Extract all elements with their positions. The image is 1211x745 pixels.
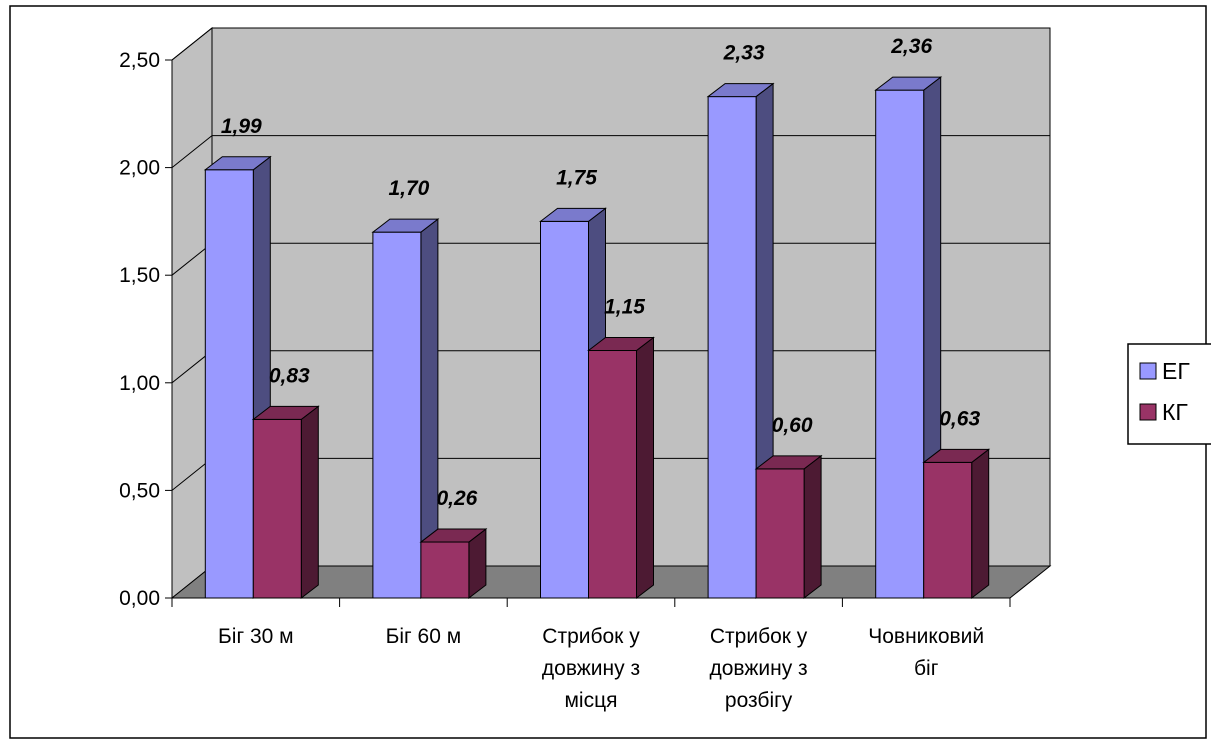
bar [540,220,589,599]
data-label: 1,99 [221,115,262,138]
bar [755,468,805,599]
legend-label: КГ [1162,399,1188,425]
bar-top [587,337,655,352]
axes: 0,00 0,50 1,00 1,50 2,00 2,50 Біг 30 м Біг 60 м… [119,49,1011,712]
legend-label: ЕГ [1162,358,1190,384]
x-tick-label-line: місця [564,689,617,712]
data-label: 1,15 [604,296,645,319]
bar [707,96,757,599]
y-tick-label: 0,00 [119,587,160,610]
x-tick-label: Біг 30 м [218,625,294,648]
bar [875,89,925,599]
x-tick-label-line: розбігу [725,689,793,712]
x-tick-label-line: Біг 30 м [218,625,294,648]
x-tick-label: Біг 60 м [386,625,462,648]
bar-top [251,405,320,420]
x-tick-label-line: довжину з [542,657,640,680]
bar [923,461,973,599]
y-tick-label: 1,00 [119,372,160,395]
x-tick-label: Стрибок у довжину з розбігу [709,625,807,712]
gridline [171,27,1050,61]
data-label: 0,63 [939,407,980,430]
data-label: 2,33 [723,42,765,65]
bars [203,76,991,600]
bar-top [922,448,991,463]
data-label: 0,26 [436,487,477,510]
x-tick-label-line: Човниковий [868,625,984,648]
bar-side [803,454,822,600]
data-label: 0,83 [269,364,310,387]
legend: ЕГ КГ [1127,343,1211,445]
bar [372,231,422,599]
x-tick-label-line: Стрибок у [542,625,640,648]
legend-swatch [1139,403,1157,421]
bar [252,418,302,599]
data-labels: 1,99 0,83 1,70 0,26 1,75 1,15 2,33 0,60 2,36 0,63 [221,35,981,510]
bar-side [971,448,990,600]
data-label: 2,36 [890,35,932,58]
bar-side [636,336,654,600]
y-tick-label: 0,50 [119,479,160,502]
legend-swatch [1139,362,1157,380]
data-label: 1,75 [556,166,597,189]
bar [204,169,254,599]
data-label: 1,70 [388,177,429,200]
x-tick-label: Стрибок у довжину з місця [542,625,640,712]
bar [588,350,637,599]
y-tick-label: 1,50 [119,264,160,287]
bar-top [203,156,272,171]
x-tick-label-line: біг [914,657,939,680]
x-tick-label-line: Біг 60 м [386,625,462,648]
bar-top [754,455,823,470]
x-tick-label-line: Стрибок у [710,625,808,648]
x-tick-label: Човниковий біг [868,625,984,680]
bar-top [874,76,943,91]
x-tick-label-line: довжину з [709,657,807,680]
bar-side [300,405,319,600]
y-tick-label: 2,50 [119,49,160,72]
data-label: 0,60 [772,414,813,437]
bar-top [539,207,607,222]
bar-top [371,218,440,233]
bar-top [419,528,488,543]
y-tick-label: 2,00 [119,157,160,180]
bar [420,541,470,599]
bar-top [706,83,775,98]
legend-box [1127,343,1211,445]
